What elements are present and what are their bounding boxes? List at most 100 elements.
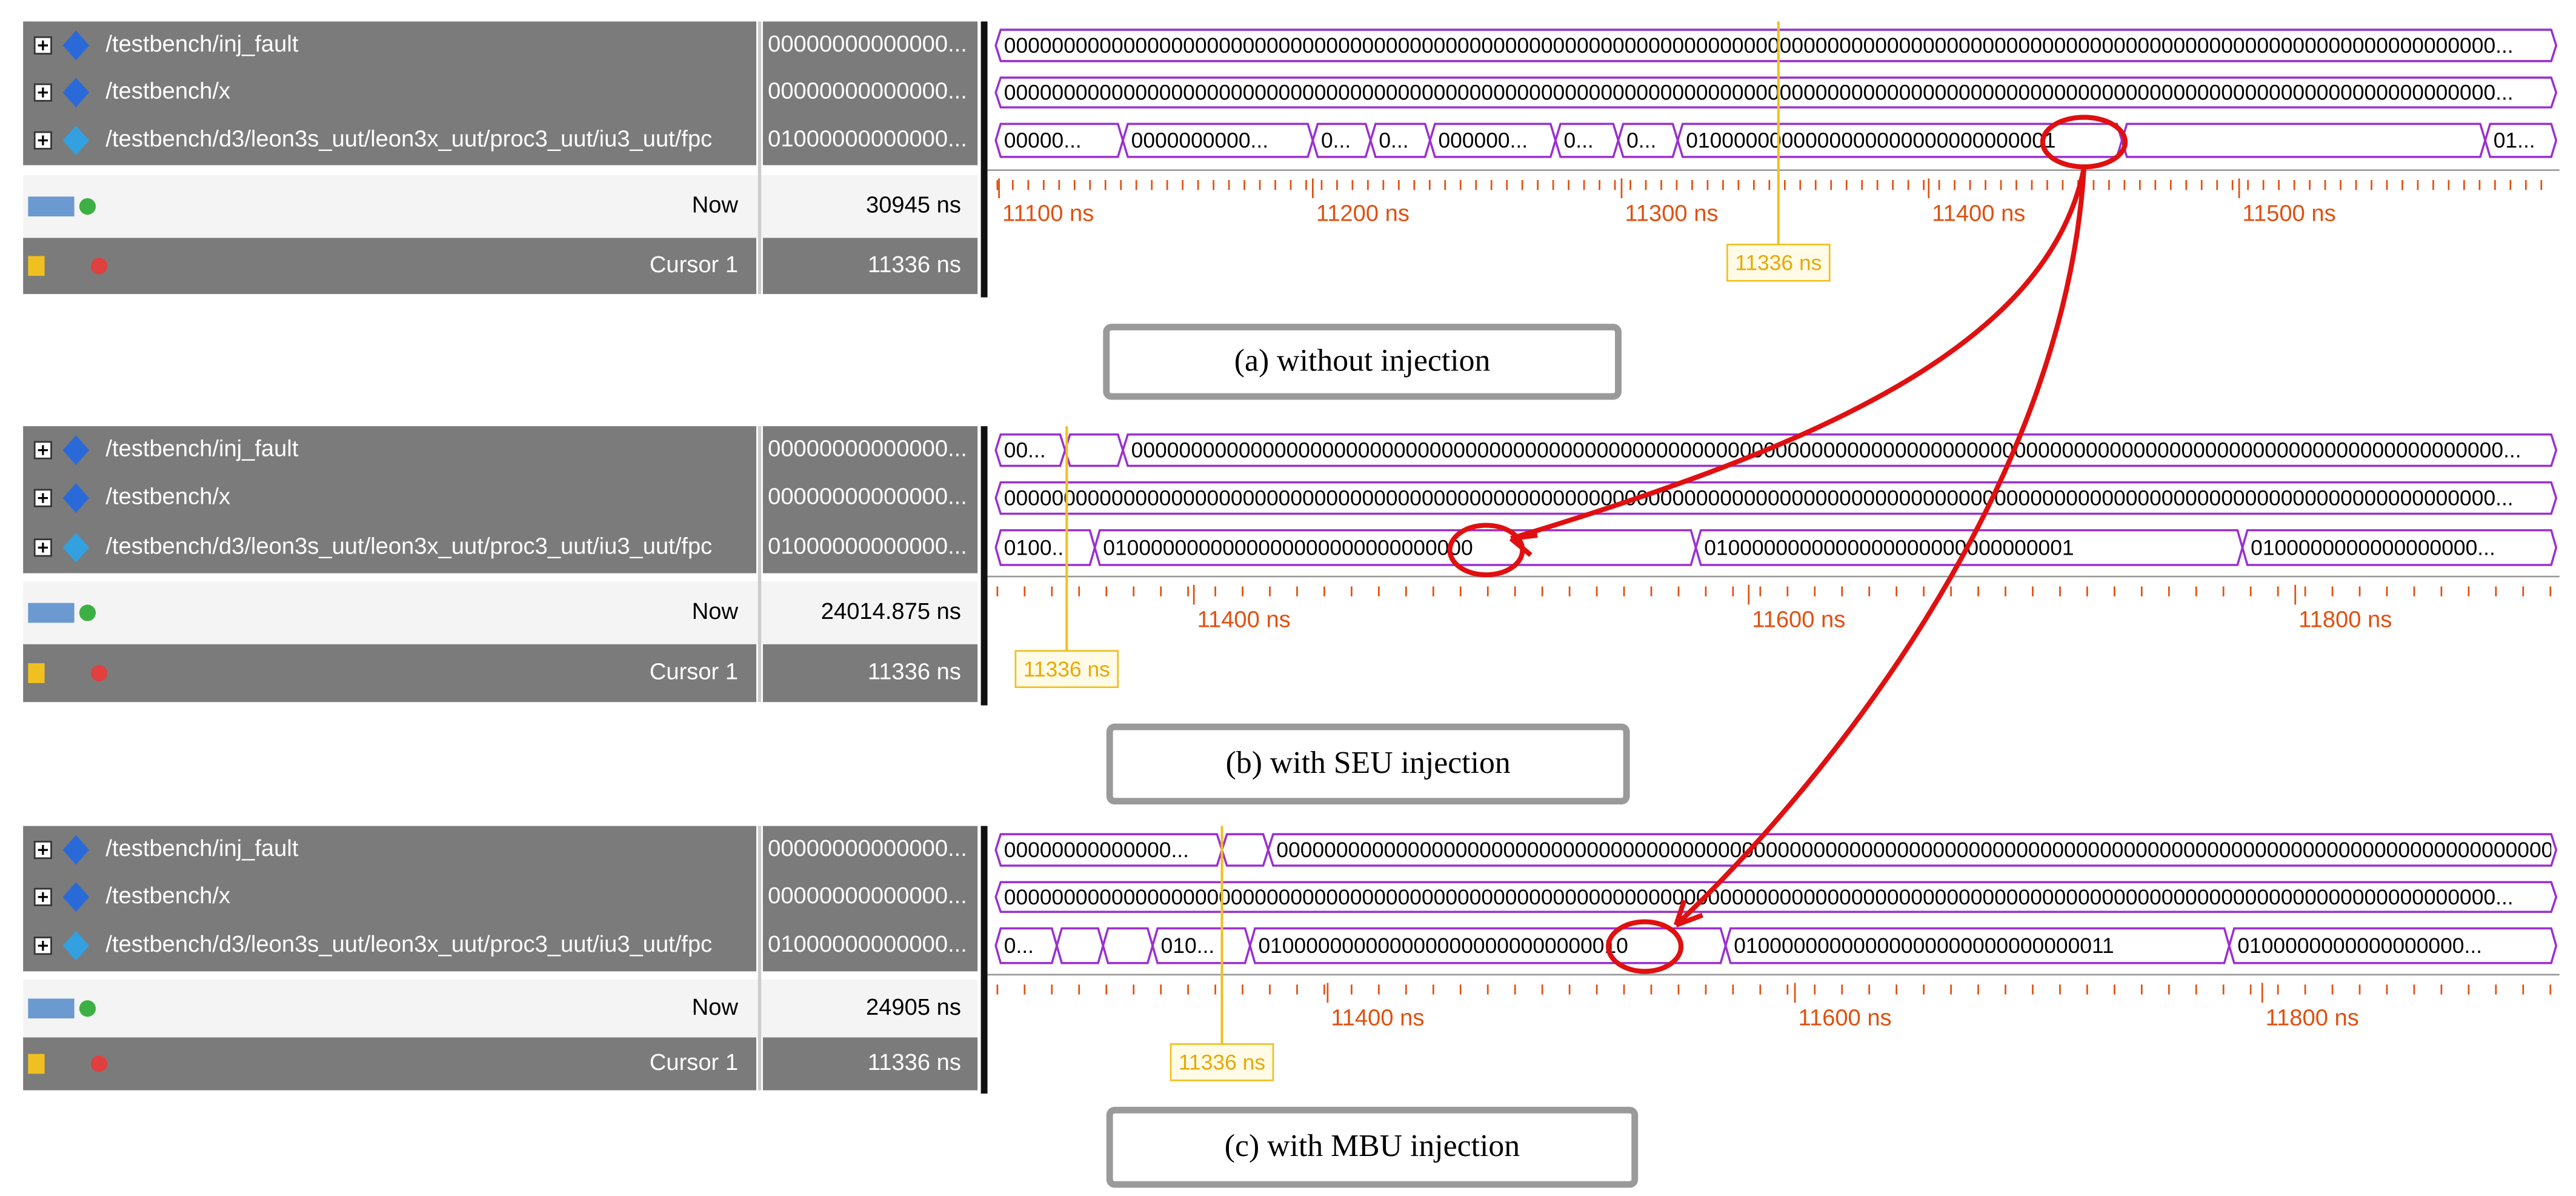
toolbar-icon: [79, 1000, 96, 1017]
time-label: 11400 ns: [1331, 1004, 1424, 1031]
bus-value: 0100000000000000000...: [2251, 535, 2495, 560]
expand-icon: [38, 844, 48, 855]
bus-segment: [1266, 833, 2558, 867]
signal-value: 00000000000000...: [768, 31, 967, 57]
bus-value: 0100000000000000000...: [2237, 934, 2482, 958]
now-label: Now: [692, 598, 739, 624]
signal-value: 00000000000000...: [768, 484, 967, 510]
expand-icon: [38, 40, 48, 51]
signal-value: 00000000000000...: [768, 78, 967, 104]
value-panel: [762, 426, 978, 573]
signal-icon: [62, 125, 90, 156]
bus-value: 000000...: [1438, 129, 1528, 153]
time-label: 11200 ns: [1316, 200, 1409, 226]
expand-icon: [38, 135, 48, 145]
cursor-value-bg: [762, 644, 978, 703]
bus-value: 0000000000000000000000000000000000000000…: [1004, 81, 2514, 105]
time-label: 11500 ns: [2243, 200, 2336, 226]
value-panel: [762, 21, 978, 165]
arrow-head: [1673, 899, 1703, 927]
bus-value: 00000000000000...: [1004, 838, 1189, 862]
bus-value: 0000000000000000000000000000000000000000…: [1004, 33, 2514, 58]
bus-segment: [994, 481, 2558, 515]
time-label: 11400 ns: [1932, 200, 2025, 226]
caption: (a) without injection: [1234, 343, 1491, 378]
cursor-row: [23, 1037, 757, 1091]
signal-name: /testbench/inj_fault: [105, 835, 298, 861]
signal-name: /testbench/x: [105, 484, 230, 510]
cursor-value: 11336 ns: [868, 659, 961, 685]
time-label: 11600 ns: [1799, 1004, 1892, 1031]
toolbar-icon: [79, 198, 96, 215]
toolbar-icon: [28, 256, 45, 276]
cursor-value-bg: [762, 1037, 978, 1091]
signal-name: /testbench/x: [105, 78, 230, 104]
cursor-value-bg: [762, 238, 978, 295]
divider: [980, 826, 988, 1094]
signal-name: /testbench/inj_fault: [105, 31, 298, 57]
signal-icon: [62, 435, 90, 466]
expand-icon: [33, 441, 52, 459]
signal-name: /testbench/inj_fault: [105, 436, 298, 462]
time-label: 11800 ns: [2298, 607, 2392, 633]
cursor-box: [1726, 243, 1831, 282]
toolbar-icon: [90, 664, 108, 682]
highlight-circle: [2040, 115, 2128, 170]
cursor-label: Cursor 1: [650, 659, 738, 685]
signal-value: 00000000000000...: [768, 883, 967, 909]
expand-icon: [38, 543, 48, 553]
bus-value: 00000...: [1004, 129, 1082, 153]
bus-value: 0000000000000000000000000000000000000000…: [1004, 885, 2514, 909]
signal-panel: [23, 826, 757, 972]
time-label: 11100 ns: [1002, 200, 1094, 226]
cursor-box: [1014, 650, 1119, 689]
bus-segment: [994, 76, 2558, 109]
cursor-value: 11336 ns: [868, 252, 961, 278]
signal-name: /testbench/x: [105, 883, 230, 909]
expand-icon: [38, 445, 48, 455]
bus-value: 0...: [1626, 129, 1656, 153]
expand-icon: [38, 892, 48, 902]
cursor-row: [23, 644, 757, 703]
toolbar-icon: [28, 663, 45, 683]
signal-panel: [23, 21, 757, 165]
signal-value: 01000000000000...: [768, 533, 967, 559]
time-label: 11400 ns: [1197, 607, 1291, 633]
cursor-row: [23, 238, 757, 295]
bus-value: 0000000000...: [1131, 129, 1268, 153]
bus-segment: [2241, 529, 2558, 566]
arrow: [1674, 168, 2087, 927]
now-value: 24905 ns: [866, 994, 961, 1020]
bus-value: 0...: [1379, 129, 1408, 153]
bus-value: 0100000000000000000000000000000: [1103, 535, 1473, 560]
signal-name: /testbench/d3/leon3s_uut/leon3x_uut/proc…: [105, 533, 712, 559]
bus-value: 01000000000000000000000000000011: [1734, 934, 2114, 958]
now-row: [23, 175, 978, 238]
arrow-head: [1509, 532, 1538, 557]
caption: (c) with MBU injection: [1225, 1129, 1520, 1163]
bus-value: 0...: [1321, 129, 1351, 153]
cursor-value: 11336 ns: [868, 1049, 961, 1075]
cursor-label: Cursor 1: [650, 252, 738, 278]
bus-value: 01...: [2494, 129, 2535, 153]
now-row: [23, 581, 978, 644]
annotations: [1447, 115, 2128, 974]
signal-icon: [62, 532, 90, 563]
toolbar-icon: [28, 1054, 45, 1074]
arrow: [1510, 168, 2086, 541]
bus-value: 0...: [1004, 934, 1034, 958]
toolbar-icon: [28, 603, 75, 623]
bus-segment: [994, 881, 2558, 914]
now-label: Now: [692, 192, 739, 218]
cursor-label: Cursor 1: [650, 1049, 738, 1075]
bus-value: 0100000000000000000000000000010: [1258, 934, 1628, 958]
bus-value: 0100...: [1004, 535, 1070, 560]
signal-name: /testbench/d3/leon3s_uut/leon3x_uut/proc…: [105, 126, 712, 152]
bus-value: 0100000000000000000000000000001: [1686, 129, 2055, 153]
toolbar-icon: [28, 196, 75, 216]
signal-icon: [62, 78, 90, 108]
now-value: 30945 ns: [866, 192, 961, 218]
bus-value: 0...: [1564, 129, 1594, 153]
bus-segment: [994, 28, 2558, 62]
